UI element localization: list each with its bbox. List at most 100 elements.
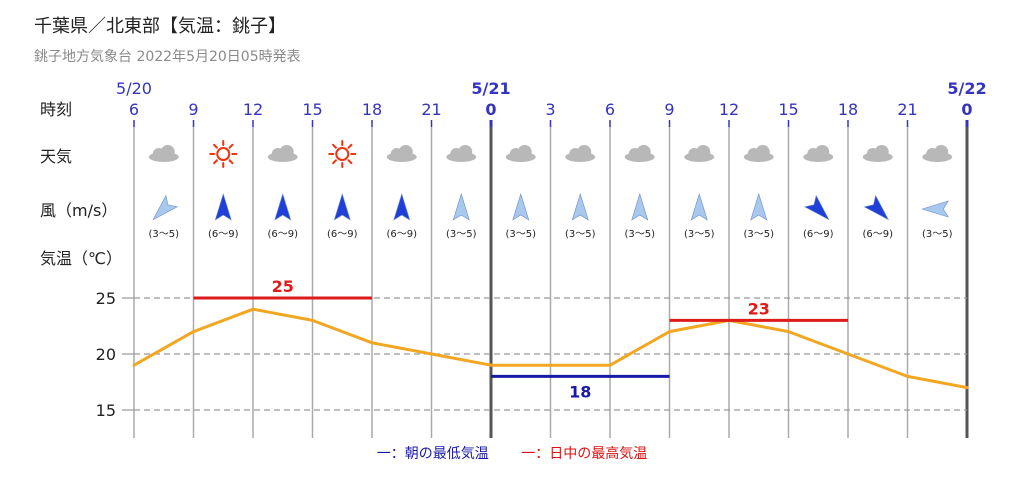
cloud-icon	[922, 145, 953, 162]
legend-high: 一：日中の最高気温	[521, 446, 648, 462]
cloud-icon	[148, 145, 179, 162]
wind-speed-label: (3～5)	[624, 229, 655, 240]
sun-ray	[347, 159, 353, 165]
hour-label: 9	[188, 100, 198, 119]
wind-arrow-icon	[571, 192, 589, 221]
temperature-point	[787, 330, 790, 334]
wind-arrow-icon	[393, 192, 411, 221]
ytick-label: 25	[96, 289, 116, 308]
hour-label: 9	[664, 100, 674, 119]
sun-icon	[209, 140, 238, 168]
hour-label: 12	[243, 100, 263, 119]
cloud-puff	[517, 145, 532, 159]
hour-label: 6	[129, 100, 139, 119]
cloud-puff	[458, 145, 473, 159]
ytick-label: 15	[96, 401, 116, 420]
date-label: 5/20	[116, 79, 152, 98]
sun-core	[216, 147, 231, 161]
wind-speed-label: (3～5)	[148, 229, 179, 240]
temperature-point	[608, 363, 612, 367]
cloud-puff	[934, 145, 949, 159]
cloud-icon	[446, 145, 477, 162]
temperature-point	[192, 330, 195, 334]
high-temp-label: 25	[272, 277, 294, 296]
row-label-time: 時刻	[40, 100, 72, 119]
wind-speed-label: (3～5)	[505, 229, 536, 240]
wind-arrow-icon	[152, 194, 179, 221]
wind-speed-label: (6～9)	[386, 229, 417, 240]
wind-arrow-icon	[631, 192, 649, 221]
ytick-label: 20	[96, 345, 116, 364]
wind-arrow-icon	[863, 194, 890, 221]
sun-ray	[228, 159, 234, 165]
temperature-point	[906, 374, 909, 378]
wind-arrow-icon	[274, 192, 292, 221]
wind-arrow-icon	[921, 200, 949, 218]
hour-label: 0	[485, 100, 496, 119]
cloud-icon	[743, 145, 774, 162]
cloud-puff	[398, 145, 413, 159]
wind-arrow-icon	[690, 192, 708, 221]
wind-arrow-icon	[803, 194, 830, 221]
cloud-icon	[684, 145, 715, 162]
row-label-weather: 天気	[40, 147, 72, 166]
wind-speed-label: (6～9)	[327, 229, 358, 240]
page-subtitle: 銚子地方気象台 2022年5月20日05時発表	[34, 49, 301, 65]
temperature-point	[132, 363, 136, 367]
wind-speed-label: (3～5)	[922, 229, 953, 240]
cloud-puff	[815, 145, 830, 159]
date-label: 5/22	[947, 79, 986, 98]
wind-speed-label: (6～9)	[803, 229, 834, 240]
wind-speed-label: (3～5)	[684, 229, 715, 240]
sun-ray	[332, 143, 337, 149]
cloud-icon	[505, 145, 536, 162]
wind-arrow-icon	[750, 192, 768, 221]
hour-label: 18	[362, 100, 382, 119]
hour-label: 15	[778, 100, 798, 119]
date-label: 5/21	[471, 79, 510, 98]
sun-ray	[213, 143, 218, 149]
sun-ray	[347, 143, 353, 149]
wind-arrow-icon	[512, 192, 530, 221]
cloud-puff	[874, 145, 889, 159]
wind-arrow-icon	[214, 192, 232, 221]
hour-label: 12	[719, 100, 739, 119]
low-temp-label: 18	[569, 382, 591, 401]
cloud-puff	[577, 145, 592, 159]
sun-ray	[213, 159, 218, 165]
cloud-puff	[160, 145, 175, 159]
wind-speed-label: (6～9)	[862, 229, 893, 240]
cloud-icon	[565, 145, 596, 162]
wind-speed-label: (3～5)	[446, 229, 477, 240]
wind-speed-label: (3～5)	[743, 229, 774, 240]
hour-label: 15	[302, 100, 322, 119]
row-label-wind: 風（m/s）	[40, 201, 117, 220]
hour-label: 21	[421, 100, 441, 119]
temperature-point	[549, 363, 552, 367]
hour-label: 21	[897, 100, 917, 119]
row-label-temp: 気温（℃）	[40, 249, 122, 268]
wind-arrow-icon	[452, 192, 470, 221]
cloud-puff	[636, 145, 651, 159]
temperature-point	[370, 341, 374, 345]
cloud-puff	[696, 145, 711, 159]
cloud-icon	[862, 145, 893, 162]
hour-label: 3	[545, 100, 555, 119]
temperature-point	[251, 307, 255, 311]
sun-core	[335, 147, 350, 161]
sun-ray	[228, 143, 234, 149]
cloud-icon	[386, 145, 417, 162]
legend-low: 一：朝の最低気温	[376, 446, 489, 462]
hour-label: 6	[605, 100, 615, 119]
temperature-point	[430, 352, 433, 356]
page-title: 千葉県／北東部【気温：銚子】	[34, 16, 286, 37]
temperature-point	[846, 352, 850, 356]
temperature-point	[311, 318, 314, 322]
cloud-icon	[803, 145, 834, 162]
temperature-point	[668, 330, 671, 334]
cloud-puff	[755, 145, 770, 159]
wind-speed-label: (3～5)	[565, 229, 596, 240]
cloud-icon	[267, 145, 298, 162]
legend: 一：朝の最低気温 一：日中の最高気温	[0, 443, 1024, 463]
